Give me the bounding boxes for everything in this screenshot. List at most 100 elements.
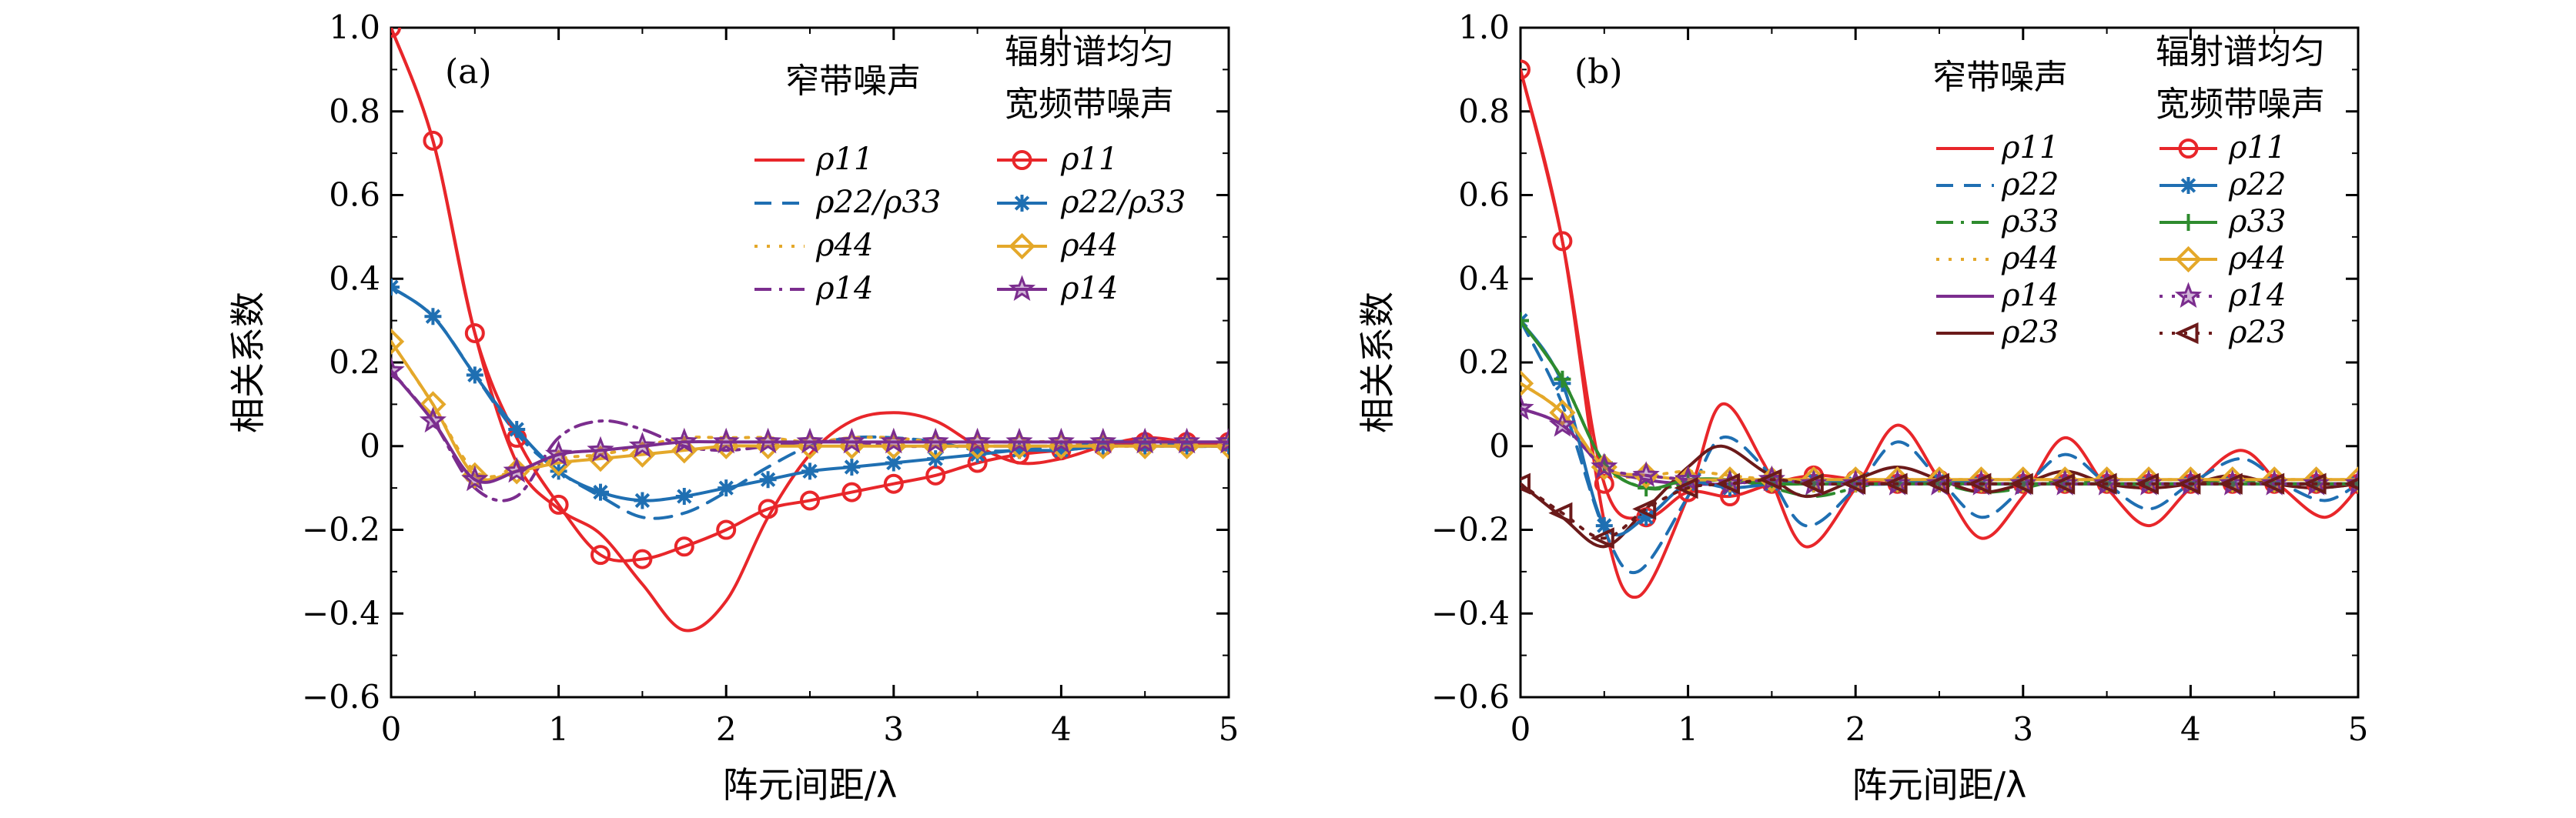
data-point-marker	[1521, 394, 1534, 420]
legend-marker	[1008, 275, 1036, 302]
series-ρ23-wideband	[1521, 469, 2358, 549]
y-tick-label: −0.6	[1431, 678, 1510, 716]
y-tick-label: −0.6	[302, 678, 380, 716]
y-tick-label: −0.2	[1431, 511, 1510, 549]
legend-header-wideband: 宽频带噪声	[2156, 85, 2325, 124]
chart-panel-a: 0 1 2 3 4 5 −0.6 −0.4 −0.2 0 0.2 0.4 0.6 0.8 1.0 阵元间距/λ…	[227, 8, 1239, 806]
legend-header-narrowband: 窄带噪声	[785, 62, 921, 101]
plot-frame	[1519, 26, 2360, 699]
data-point-marker	[718, 479, 735, 497]
legend-marker	[2180, 177, 2197, 194]
legend-item: ρ11	[1936, 130, 2059, 165]
data-point-marker	[1590, 527, 1614, 549]
legend-label: ρ44	[2228, 241, 2286, 276]
data-point-marker	[629, 441, 656, 468]
series-line	[1521, 319, 2358, 575]
series-ρ22-narrowband	[1521, 319, 2358, 575]
data-point-marker	[2344, 466, 2358, 493]
data-point-marker	[1799, 472, 1824, 495]
legend-label: ρ22	[2001, 167, 2059, 202]
y-tick-label: −0.4	[302, 594, 380, 632]
y-tick-label: 0.6	[1458, 176, 1510, 214]
legend-header-wideband: 辐射谱均匀	[2156, 32, 2325, 72]
x-tick-label: 0	[1510, 710, 1531, 748]
data-point-marker	[424, 308, 442, 326]
x-tick-label: 4	[1051, 710, 1072, 748]
data-point-marker	[1967, 472, 1992, 495]
data-point-marker	[675, 488, 693, 505]
x-tick-label: 3	[883, 710, 904, 748]
legend-label: ρ11	[2001, 130, 2059, 165]
legend-label: ρ23	[2001, 315, 2059, 350]
data-point-marker	[758, 499, 778, 519]
legend-item: ρ44	[997, 228, 1118, 263]
data-point-marker	[885, 454, 902, 472]
x-tick-label: 1	[548, 710, 569, 748]
legend-item: ρ14	[754, 271, 873, 306]
data-point-marker	[883, 473, 904, 494]
y-tick-label: −0.2	[302, 511, 380, 549]
y-tick-label: 0.2	[1458, 343, 1510, 381]
data-point-marker	[550, 462, 567, 480]
y-axis-title: 相关系数	[1357, 292, 1398, 433]
legend-marker	[1012, 150, 1032, 170]
x-tick-label: 4	[2180, 710, 2201, 748]
data-point-marker	[466, 366, 483, 384]
data-point-marker	[838, 427, 865, 454]
data-point-marker	[2302, 472, 2327, 495]
legend-label: ρ11	[2228, 130, 2286, 165]
chart-panel-b: 0 1 2 3 4 5 −0.6 −0.4 −0.2 0 0.2 0.4 0.6 0.8 1.0 阵元间距/λ…	[1357, 8, 2369, 806]
data-point-marker	[1521, 59, 1531, 80]
data-point-marker	[796, 427, 824, 454]
legend-item: ρ23	[1936, 315, 2059, 350]
legend-label: ρ11	[815, 142, 873, 177]
data-point-marker	[634, 492, 651, 509]
legend-label: ρ23	[2228, 315, 2286, 350]
data-point-marker	[1758, 469, 1782, 491]
data-point-marker	[880, 427, 908, 454]
data-point-marker	[1632, 498, 1657, 520]
data-point-marker	[922, 427, 949, 454]
data-point-marker	[587, 436, 614, 462]
legend-item: ρ14	[997, 271, 1118, 306]
data-point-marker	[1552, 231, 1573, 252]
series-line	[1521, 478, 2358, 540]
data-point-marker	[548, 494, 569, 515]
legend-marker	[2175, 245, 2202, 273]
data-point-marker	[587, 445, 614, 472]
legend-marker	[1013, 195, 1031, 212]
panel-label: (a)	[445, 52, 492, 92]
legend-marker	[2180, 214, 2197, 231]
data-point-marker	[503, 456, 530, 483]
y-axis-title: 相关系数	[227, 292, 269, 433]
plot-area	[391, 28, 1229, 633]
plot-area	[1521, 59, 2358, 599]
data-point-marker	[1554, 370, 1571, 388]
legend-item: ρ33	[1936, 204, 2059, 239]
data-point-marker	[1215, 427, 1229, 454]
data-point-marker	[545, 449, 572, 476]
x-tick-label: 5	[2348, 710, 2369, 748]
data-point-marker	[590, 545, 611, 566]
y-tick-label: 1.0	[329, 8, 380, 46]
legend-label: ρ44	[815, 228, 873, 263]
y-tick-label: 0.6	[329, 176, 380, 214]
data-point-marker	[1715, 472, 1740, 495]
data-point-marker	[1521, 312, 1529, 329]
data-point-marker	[969, 446, 986, 463]
x-tick-label: 2	[1845, 710, 1866, 748]
panel-label: (b)	[1574, 52, 1623, 92]
data-point-marker	[1521, 472, 1531, 495]
legend-label: ρ11	[1060, 142, 1118, 177]
data-point-marker	[1052, 442, 1070, 459]
data-point-marker	[1638, 509, 1655, 526]
y-tick-label: 0.4	[1458, 259, 1510, 297]
plot-frame	[390, 26, 1230, 699]
legend-item: ρ23	[2159, 315, 2286, 350]
data-point-marker	[2134, 472, 2159, 495]
legend-marker	[1009, 232, 1035, 260]
data-point-marker	[1632, 461, 1660, 487]
data-point-marker	[843, 458, 861, 476]
y-tick-label: 0.8	[1458, 92, 1510, 130]
